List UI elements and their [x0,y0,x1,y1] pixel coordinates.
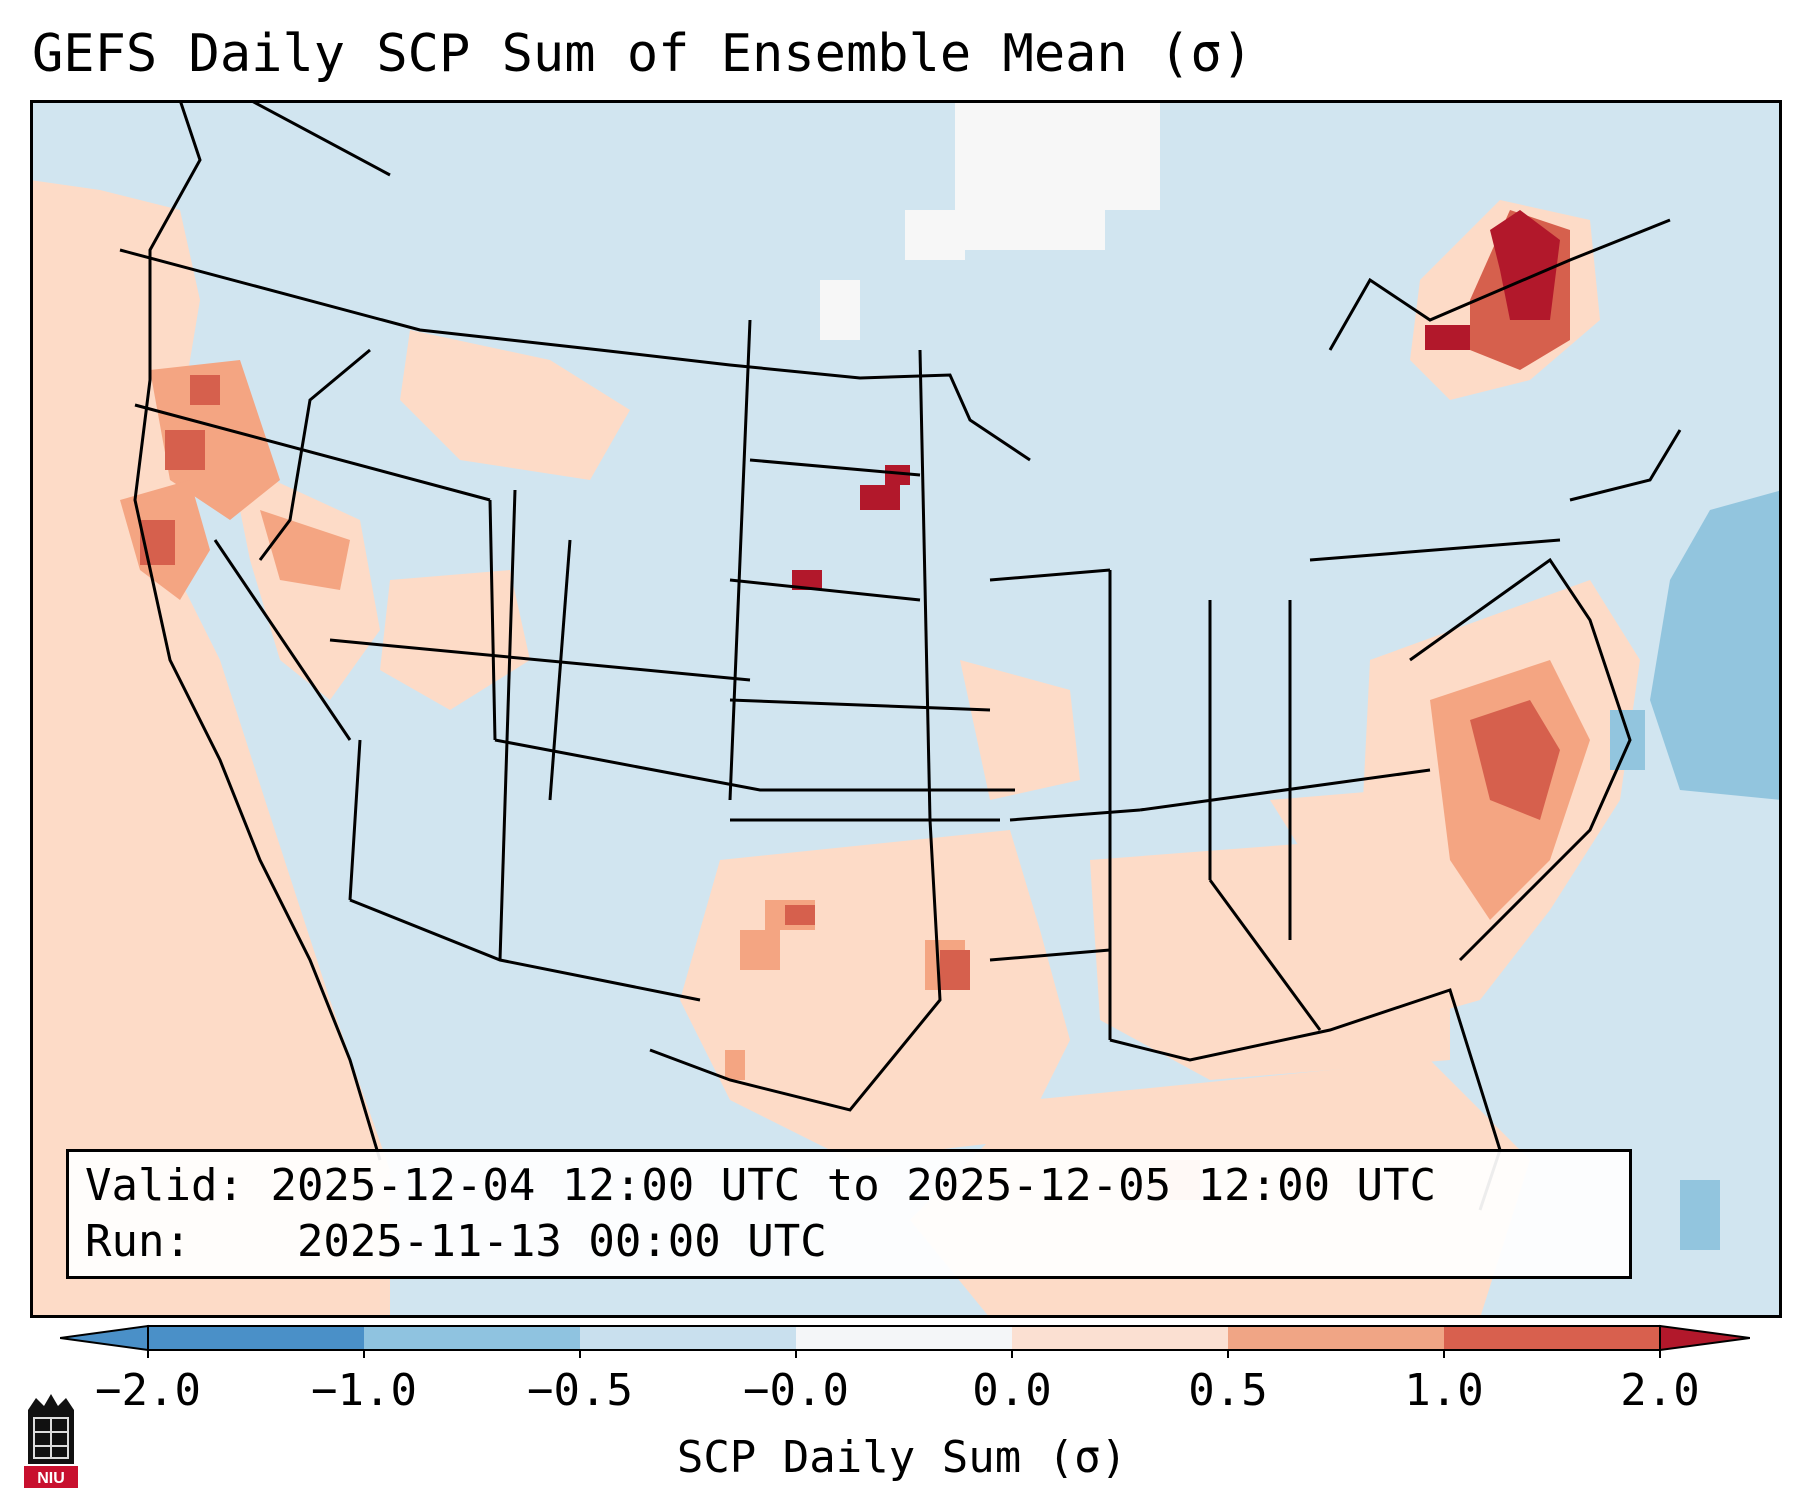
colorbar-label: SCP Daily Sum (σ) [676,1432,1128,1483]
colorbar-bin [364,1326,580,1350]
colorbar-tick-label: 0.5 [1188,1365,1268,1416]
colorbar-tick-label: −1.0 [311,1365,417,1416]
atlantic-negative [1610,490,1782,1250]
colorbar-tick-label: 2.0 [1620,1365,1700,1416]
map-frame [30,100,1782,1318]
colorbar-tick-label: 1.0 [1404,1365,1484,1416]
validity-info-box: Valid: 2025-12-04 12:00 UTC to 2025-12-0… [66,1149,1632,1279]
colorbar-tick-label: −2.0 [95,1365,201,1416]
colorbar-tick-label: −0.5 [527,1365,633,1416]
colorbar-tick-label: 0.0 [972,1365,1052,1416]
quebec-extreme [1425,210,1560,350]
colorbar-bin [1444,1326,1660,1350]
east-coast-high [1470,700,1560,820]
colorbar-bin [580,1326,796,1350]
colorbar-bin [796,1326,1012,1350]
colorbar-extend-min [60,1324,149,1352]
valid-label: Valid: [85,1160,244,1211]
map-panel [30,100,1782,1318]
run-label: Run: [85,1216,191,1267]
isolated-extreme-cells [792,465,910,590]
borders [119,100,1682,1211]
colorbar-bin [1012,1326,1228,1350]
logo-text: NIU [37,1470,65,1487]
colorbar-tick-label: −0.0 [743,1365,849,1416]
valid-value: 2025-12-04 12:00 UTC to 2025-12-05 12:00… [270,1160,1437,1211]
colorbar [60,1324,1750,1358]
colorbar-bin [148,1326,364,1350]
chart-title: GEFS Daily SCP Sum of Ensemble Mean (σ) [32,24,1253,84]
run-value: 2025-11-13 00:00 UTC [296,1216,827,1267]
neutral-patches [820,100,1160,340]
colorbar-bin [1228,1326,1444,1350]
colorbar-extend-max [1659,1324,1750,1352]
west-coast-high [140,375,220,565]
south-high [785,905,970,990]
niu-logo: NIU [24,1394,78,1488]
